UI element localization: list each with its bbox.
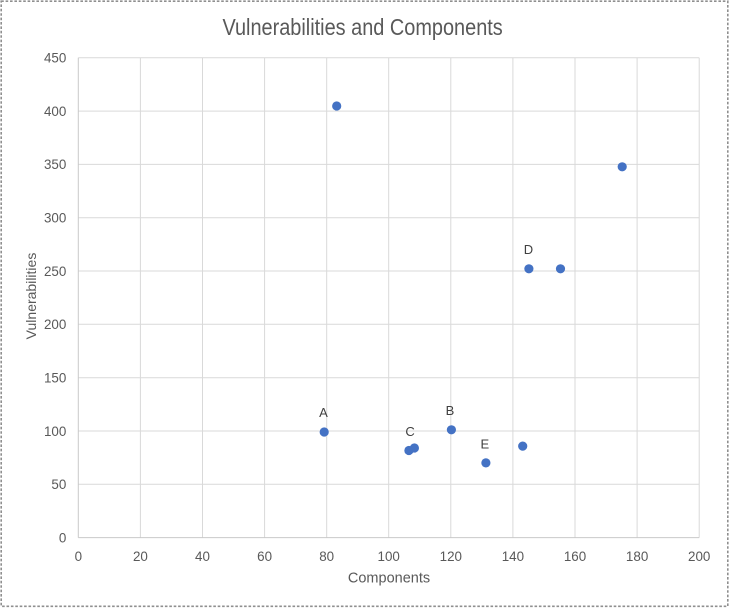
svg-text:Components: Components (348, 570, 430, 586)
svg-text:E: E (480, 436, 489, 451)
svg-text:A: A (319, 405, 328, 420)
svg-text:0: 0 (75, 549, 82, 564)
svg-text:120: 120 (440, 549, 462, 564)
svg-text:Vulnerabilities and Components: Vulnerabilities and Components (222, 15, 502, 41)
svg-text:100: 100 (378, 549, 400, 564)
svg-text:350: 350 (44, 157, 66, 172)
svg-text:0: 0 (59, 530, 66, 545)
svg-text:Vulnerabilities: Vulnerabilities (23, 253, 39, 340)
svg-text:40: 40 (195, 549, 210, 564)
svg-text:100: 100 (44, 424, 66, 439)
svg-text:400: 400 (44, 104, 66, 119)
svg-text:50: 50 (51, 477, 66, 492)
svg-text:60: 60 (257, 549, 272, 564)
svg-text:250: 250 (44, 264, 66, 279)
svg-text:C: C (405, 424, 414, 439)
svg-text:B: B (446, 403, 455, 418)
svg-text:180: 180 (626, 549, 648, 564)
svg-text:140: 140 (502, 549, 524, 564)
svg-text:D: D (524, 242, 533, 257)
svg-text:300: 300 (44, 211, 66, 226)
svg-text:200: 200 (44, 317, 66, 332)
svg-text:200: 200 (688, 549, 710, 564)
svg-text:160: 160 (564, 549, 586, 564)
svg-text:80: 80 (319, 549, 334, 564)
svg-text:20: 20 (133, 549, 148, 564)
svg-text:150: 150 (44, 371, 66, 386)
svg-text:450: 450 (44, 51, 66, 66)
